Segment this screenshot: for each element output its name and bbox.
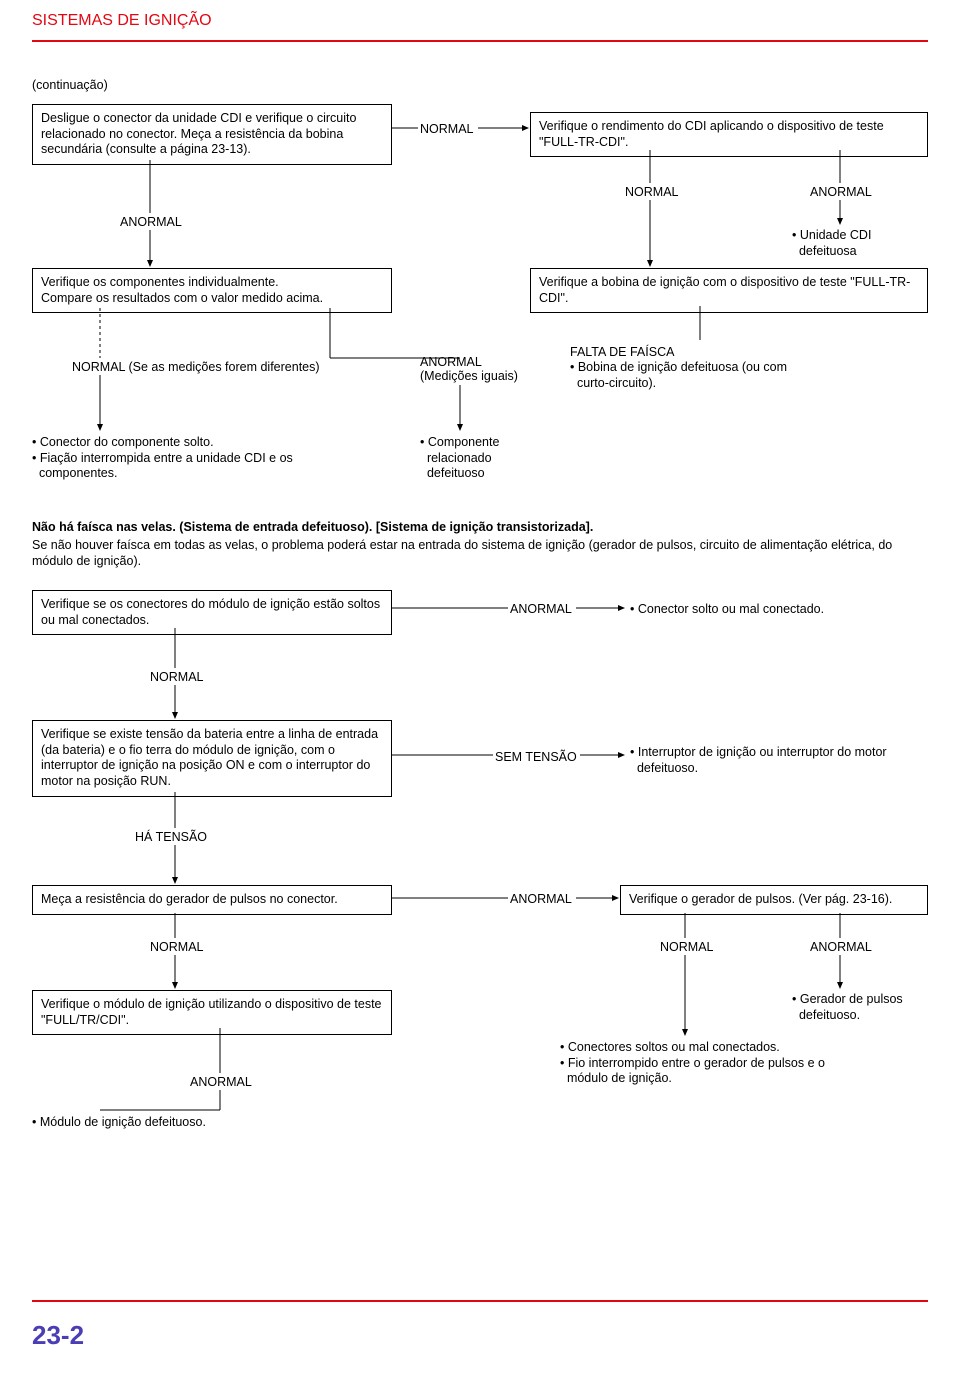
result-interruptor: • Interruptor de ignição ou interruptor … <box>630 745 887 776</box>
label-sem-tensao: SEM TENSÃO <box>495 750 577 764</box>
result-gerador: • Gerador de pulsos defeituoso. <box>792 992 903 1023</box>
box-verify-components: Verifique os componentes individualmente… <box>32 268 392 313</box>
result-conector: • Conector solto ou mal conectado. <box>630 602 824 618</box>
label-normal-4: NORMAL <box>150 940 203 954</box>
footer-rule <box>32 1300 928 1302</box>
flow-arrows <box>0 0 960 1379</box>
result-faisca: • Bobina de ignição defeituosa (ou com c… <box>570 360 787 391</box>
label-anormal-5: ANORMAL <box>810 940 872 954</box>
page-number: 23-2 <box>32 1320 84 1351</box>
result-componente: • Componente relacionado defeituoso <box>420 435 499 482</box>
label-anormal-3: ANORMAL <box>510 602 572 616</box>
page-title: SISTEMAS DE IGNIÇÃO <box>32 12 212 30</box>
result-modulo: • Módulo de ignição defeituoso. <box>32 1115 206 1131</box>
label-normal-1: NORMAL <box>420 122 473 136</box>
label-normal-2: NORMAL <box>625 185 678 199</box>
label-anormal-1: ANORMAL <box>810 185 872 199</box>
label-anormal-2: ANORMAL <box>120 215 182 229</box>
box-verify-pulse-gen: Verifique o gerador de pulsos. (Ver pág.… <box>620 885 928 915</box>
result-faisca-title: FALTA DE FAÍSCA <box>570 345 674 361</box>
box-verify-cdi-output: Verifique o rendimento do CDI aplicando … <box>530 112 928 157</box>
label-normal-3: NORMAL <box>150 670 203 684</box>
label-anormal-4: ANORMAL <box>510 892 572 906</box>
box-measure-pulse-gen: Meça a resistência do gerador de pulsos … <box>32 885 392 915</box>
continuation-label: (continuação) <box>32 78 108 94</box>
box-verify-ignition-module: Verifique o módulo de ignição utilizando… <box>32 990 392 1035</box>
result-conectores: • Conectores soltos ou mal conectados. •… <box>560 1040 825 1087</box>
header-rule <box>32 40 928 42</box>
box-verify-battery-voltage: Verifique se existe tensão da bateria en… <box>32 720 392 797</box>
section-body: Se não houver faísca em todas as velas, … <box>32 538 928 569</box>
label-normal-diff: NORMAL (Se as medições forem diferentes) <box>72 360 320 374</box>
label-ha-tensao: HÁ TENSÃO <box>135 830 207 844</box>
label-anormal-6: ANORMAL <box>190 1075 252 1089</box>
page: SISTEMAS DE IGNIÇÃO (continuação) Deslig… <box>0 0 960 1379</box>
box-verify-connectors: Verifique se os conectores do módulo de … <box>32 590 392 635</box>
box-verify-coil: Verifique a bobina de ignição com o disp… <box>530 268 928 313</box>
box-disconnect-cdi: Desligue o conector da unidade CDI e ver… <box>32 104 392 165</box>
label-anormal-med: ANORMAL (Medições iguais) <box>420 355 518 383</box>
section-heading: Não há faísca nas velas. (Sistema de ent… <box>32 520 928 536</box>
result-cdi-defective: • Unidade CDI defeituosa <box>792 228 871 259</box>
result-conector-comp: • Conector do componente solto. • Fiação… <box>32 435 293 482</box>
label-normal-5: NORMAL <box>660 940 713 954</box>
